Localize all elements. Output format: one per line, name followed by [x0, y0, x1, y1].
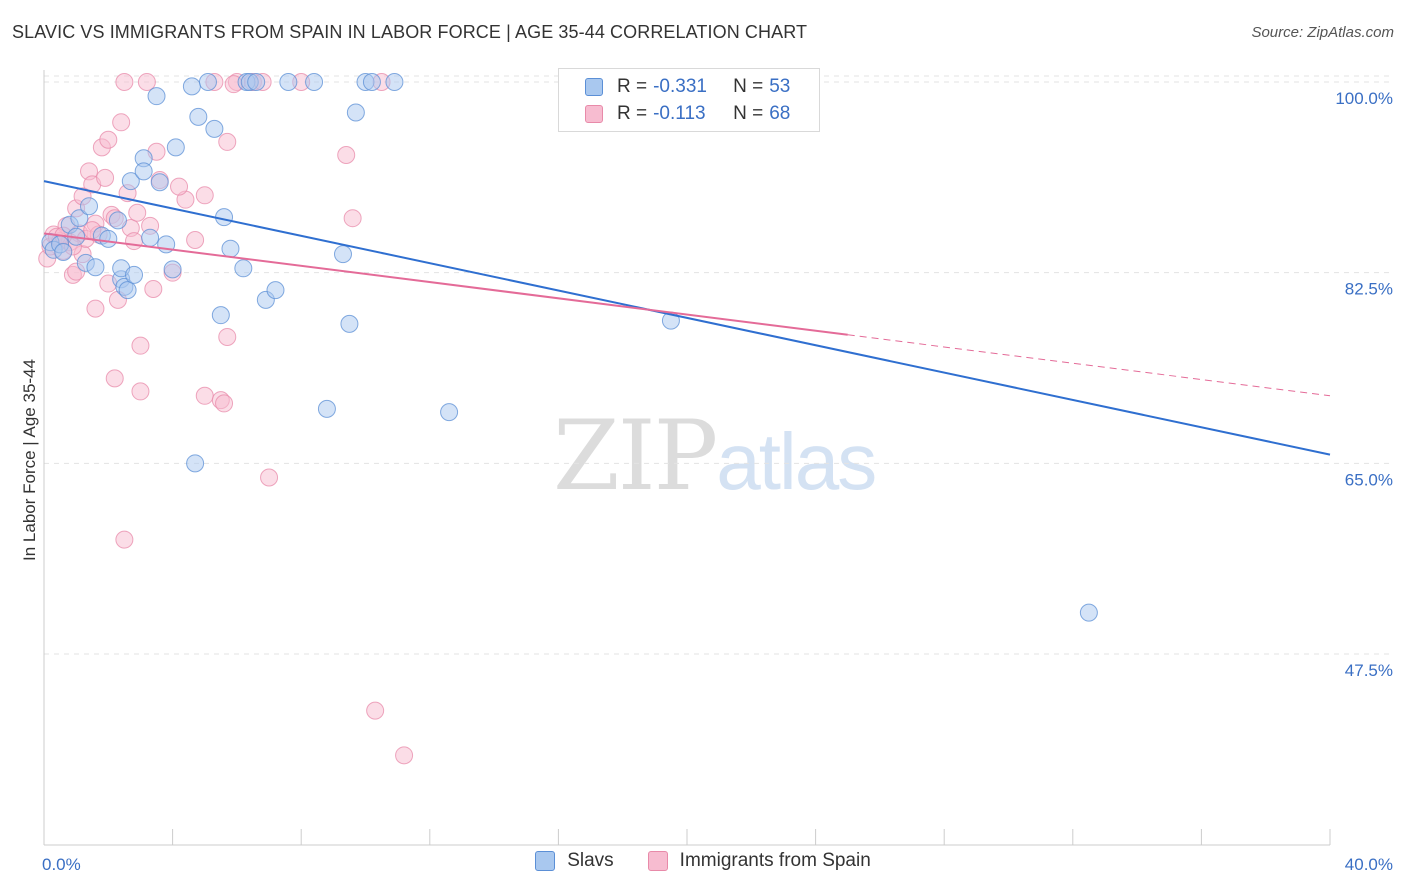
slavs-point — [141, 228, 160, 247]
slavs-r-label: R = — [617, 76, 648, 97]
y-tick-label: 47.5% — [1345, 661, 1393, 680]
chart-title: SLAVIC VS IMMIGRANTS FROM SPAIN IN LABOR… — [12, 22, 808, 42]
slavs-swatch — [585, 78, 603, 96]
slavs-point — [317, 399, 336, 418]
slavs-point — [125, 265, 144, 284]
slavs-trendline — [43, 180, 1331, 456]
spain-point — [131, 382, 150, 401]
slavs-point — [186, 454, 205, 473]
slavs-point — [70, 209, 89, 228]
slavs-point — [247, 73, 266, 91]
slavs-point — [234, 259, 253, 278]
slavs-point — [189, 107, 208, 126]
y-tick-label: 100.0% — [1335, 89, 1393, 108]
y-tick-label: 82.5% — [1345, 280, 1393, 299]
spain-point — [170, 177, 189, 196]
spain-point — [337, 145, 356, 164]
y-tick-label: 65.0% — [1345, 470, 1393, 489]
slavs-point — [166, 138, 185, 157]
stats-row-slavs: R = -0.331 N = 53 — [559, 73, 790, 101]
legend-slavs-swatch — [535, 851, 556, 871]
slavs-point — [221, 239, 240, 258]
spain-point — [137, 73, 156, 91]
slavs-point — [99, 229, 118, 248]
watermark: ZIPatlas — [553, 400, 877, 512]
slavs-point — [279, 73, 298, 91]
legend-spain-label: Immigrants from Spain — [679, 850, 871, 871]
spain-point — [395, 746, 414, 765]
spain-point — [144, 280, 163, 299]
slavs-point — [266, 281, 285, 300]
spain-point — [195, 386, 214, 405]
spain-n-label: N = — [733, 103, 764, 124]
slavs-point — [1079, 603, 1098, 622]
source-label: Source: ZipAtlas.com — [1251, 24, 1394, 41]
spain-n-value: 68 — [769, 103, 791, 124]
spain-point — [86, 299, 105, 318]
slavs-point — [54, 242, 73, 261]
spain-r-value: -0.113 — [653, 103, 706, 124]
spain-point — [128, 203, 147, 222]
spain-point — [218, 132, 237, 151]
spain-point — [186, 230, 205, 249]
slavs-point — [211, 306, 230, 325]
slavs-point — [346, 103, 365, 122]
spain-point — [215, 394, 234, 413]
slavs-point — [147, 87, 166, 106]
slavs-point — [340, 314, 359, 333]
slavs-point — [108, 211, 127, 230]
legend-item-slavs[interactable]: Slavs — [535, 850, 614, 872]
x-tick-label-start: 0.0% — [42, 855, 81, 874]
slavs-point — [182, 77, 201, 96]
slavs-point — [440, 403, 459, 422]
y-axis-label: In Labor Force | Age 35-44 — [20, 359, 39, 561]
slavs-n-label: N = — [733, 76, 764, 97]
x-tick-label-end: 40.0% — [1345, 855, 1393, 874]
spain-point — [131, 336, 150, 355]
spain-point — [112, 113, 131, 132]
spain-trendline-extension — [847, 334, 1331, 397]
spain-point — [218, 327, 237, 346]
slavs-n-value: 53 — [769, 76, 791, 97]
slavs-point — [150, 173, 169, 192]
legend: Slavs Immigrants from Spain — [0, 850, 1406, 872]
spain-point — [195, 186, 214, 205]
stats-row-spain: R = -0.113 N = 68 — [559, 100, 790, 128]
spain-point — [125, 232, 144, 251]
slavs-point — [333, 245, 352, 264]
stats-box: R = -0.331 N = 53 R = -0.113 N = 68 — [558, 68, 820, 132]
slavs-point — [362, 73, 381, 91]
slavs-point — [134, 162, 153, 181]
spain-point — [115, 73, 134, 91]
slavs-point — [305, 73, 324, 91]
spain-point — [343, 209, 362, 228]
legend-item-spain[interactable]: Immigrants from Spain — [647, 850, 871, 872]
watermark-zip: ZIP — [553, 400, 718, 512]
slavs-point — [198, 73, 217, 91]
slavs-point — [121, 172, 140, 191]
slavs-point — [385, 73, 404, 91]
slavs-r-value: -0.331 — [653, 76, 707, 97]
spain-point — [99, 130, 118, 149]
legend-spain-swatch — [647, 851, 668, 871]
slavs-point — [86, 258, 105, 277]
slavs-point — [118, 281, 137, 300]
spain-point — [260, 468, 279, 487]
spain-trendline — [43, 232, 848, 336]
slavs-point — [80, 197, 99, 216]
legend-slavs-label: Slavs — [567, 850, 614, 871]
watermark-atlas: atlas — [716, 417, 877, 506]
spain-point — [115, 530, 134, 549]
spain-point — [366, 701, 385, 720]
spain-point — [96, 168, 115, 187]
spain-r-label: R = — [617, 103, 648, 124]
slavs-point — [163, 260, 182, 279]
slavs-point — [205, 119, 224, 138]
slavs-point — [215, 208, 234, 227]
spain-point — [105, 369, 124, 388]
spain-swatch — [585, 105, 603, 123]
